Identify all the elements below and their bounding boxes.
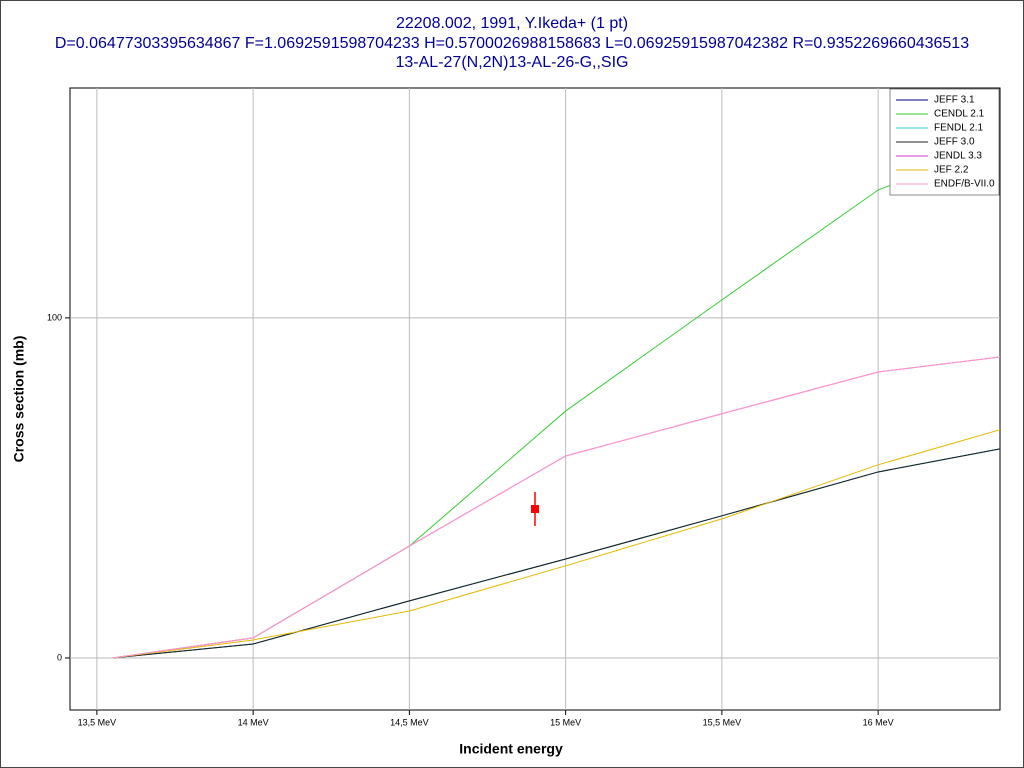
legend-label: JENDL 3.3 [934,151,982,162]
legend-label: FENDL 2.1 [934,123,984,134]
y-tick-label: 100 [47,312,62,322]
x-tick-label: 13,5 MeV [78,717,117,727]
data-point [531,505,539,514]
legend-label: CENDL 2.1 [934,109,985,120]
x-tick-label: 15 MeV [550,717,581,727]
x-tick-label: 16 MeV [863,717,894,727]
plot-content [112,177,1000,659]
y-tick-label: 0 [57,652,62,662]
chart-subtitle: D=0.06477303395634867 F=1.06925915987042… [55,35,969,52]
plot-area [69,87,1001,711]
chart-reaction: 13-AL-27(N,2N)13-AL-26-G,,SIG [396,54,629,71]
series-line [112,356,1000,659]
legend-label: JEF 2.2 [934,165,969,176]
x-tick-label: 15,5 MeV [703,717,742,727]
x-tick-label: 14 MeV [238,717,269,727]
legend-label: JEFF 3.1 [934,95,975,106]
series-line [112,429,1000,659]
chart-title: 22208.002, 1991, Y.Ikeda+ (1 pt) [396,15,628,32]
y-axis-label: Cross section (mb) [11,336,27,463]
x-tick-label: 14,5 MeV [390,717,429,727]
x-axis-label: Incident energy [459,741,563,757]
legend-label: ENDF/B-VII.0 [934,179,995,190]
series-line [112,448,1000,659]
legend-label: JEFF 3.0 [934,137,975,148]
